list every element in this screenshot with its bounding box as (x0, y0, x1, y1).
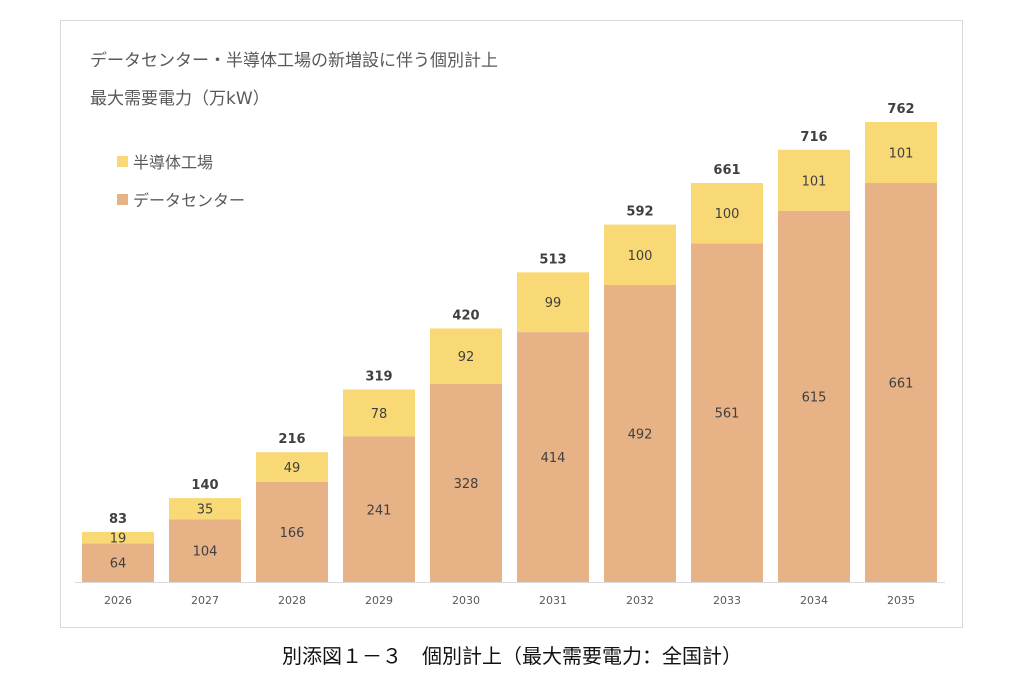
bar-datacenter (517, 332, 589, 582)
chart-title-line2: 最大需要電力（万kW） (90, 89, 270, 109)
total-label: 216 (278, 432, 305, 447)
legend-swatch-semiconductor (117, 156, 128, 167)
x-tick-label: 2032 (626, 594, 654, 607)
x-tick-label: 2026 (104, 594, 132, 607)
total-label: 716 (800, 130, 827, 145)
x-tick-label: 2031 (539, 594, 567, 607)
data-label-semiconductor: 19 (110, 532, 127, 547)
data-label-datacenter: 492 (628, 427, 653, 442)
total-label: 420 (452, 308, 479, 323)
data-label-datacenter: 661 (889, 376, 914, 391)
data-label-semiconductor: 100 (628, 249, 653, 264)
data-label-datacenter: 561 (715, 407, 740, 422)
figure-caption: 別添図１－３ 個別計上（最大需要電力：全国計） (282, 644, 742, 668)
data-label-semiconductor: 92 (458, 350, 475, 365)
data-label-datacenter: 241 (367, 503, 392, 518)
data-label-datacenter: 328 (454, 477, 479, 492)
data-label-datacenter: 615 (802, 390, 827, 405)
x-tick-label: 2034 (800, 594, 828, 607)
chart-frame (60, 20, 963, 628)
data-label-datacenter: 64 (110, 557, 127, 572)
data-label-semiconductor: 101 (802, 174, 827, 189)
x-tick-label: 2030 (452, 594, 480, 607)
data-label-datacenter: 414 (541, 451, 566, 466)
bar-semiconductor (691, 182, 763, 244)
x-tick-label: 2029 (365, 594, 393, 607)
total-label: 83 (109, 512, 127, 527)
bar-datacenter (604, 284, 676, 582)
bar-datacenter (343, 436, 415, 582)
x-tick-label: 2033 (713, 594, 741, 607)
total-label: 762 (887, 102, 914, 117)
bar-datacenter (691, 243, 763, 583)
legend-label-semiconductor: 半導体工場 (133, 153, 213, 172)
bar-datacenter (778, 210, 850, 582)
data-label-semiconductor: 101 (889, 146, 914, 161)
x-tick-label: 2028 (278, 594, 306, 607)
data-label-datacenter: 166 (280, 526, 305, 541)
total-label: 513 (539, 252, 566, 267)
bar-datacenter (430, 383, 502, 582)
data-label-semiconductor: 35 (197, 503, 214, 518)
bar-datacenter (865, 182, 937, 582)
legend-swatch-datacenter (117, 194, 128, 205)
bar-datacenter (82, 543, 154, 582)
data-label-semiconductor: 99 (545, 296, 562, 311)
legend-label-datacenter: データセンター (133, 191, 245, 210)
bar-semiconductor (604, 224, 676, 285)
x-tick-label: 2027 (191, 594, 219, 607)
bar-semiconductor (865, 122, 937, 183)
data-label-semiconductor: 78 (371, 407, 388, 422)
bar-semiconductor (430, 328, 502, 384)
bar-semiconductor (256, 452, 328, 482)
bar-semiconductor (169, 498, 241, 520)
total-label: 319 (365, 369, 392, 384)
data-label-datacenter: 104 (193, 545, 218, 560)
bar-semiconductor (778, 149, 850, 211)
data-label-semiconductor: 100 (715, 207, 740, 222)
total-label: 140 (191, 478, 218, 493)
x-tick-label: 2035 (887, 594, 915, 607)
total-label: 661 (713, 163, 740, 178)
bar-datacenter (256, 481, 328, 582)
data-label-semiconductor: 49 (284, 461, 301, 476)
chart-title-line1: データセンター・半導体工場の新増設に伴う個別計上 (90, 50, 498, 71)
total-label: 592 (626, 205, 653, 220)
bar-semiconductor (82, 531, 154, 544)
bar-datacenter (169, 519, 241, 582)
bar-semiconductor (517, 272, 589, 333)
bar-semiconductor (343, 389, 415, 437)
